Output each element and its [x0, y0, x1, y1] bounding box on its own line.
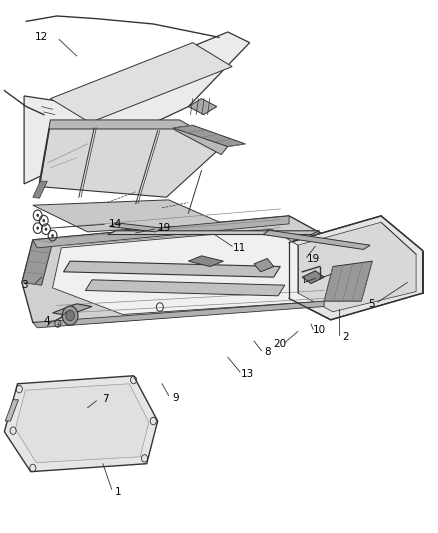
Text: 10: 10 [313, 326, 326, 335]
Polygon shape [53, 229, 333, 314]
Polygon shape [33, 181, 47, 198]
Polygon shape [50, 43, 232, 123]
Circle shape [51, 234, 54, 237]
Polygon shape [302, 271, 324, 284]
Text: 13: 13 [241, 369, 254, 378]
Text: 1: 1 [115, 488, 122, 497]
Text: 12: 12 [35, 33, 48, 42]
Circle shape [45, 228, 47, 231]
Text: 7: 7 [102, 394, 109, 403]
Polygon shape [22, 240, 53, 285]
Circle shape [42, 219, 45, 222]
Circle shape [66, 310, 74, 321]
Polygon shape [289, 216, 423, 320]
Polygon shape [39, 120, 228, 188]
Polygon shape [53, 304, 92, 316]
Text: 19: 19 [307, 254, 320, 264]
Polygon shape [324, 261, 372, 301]
Text: 14: 14 [109, 219, 122, 229]
Text: 3: 3 [21, 280, 28, 290]
Text: 8: 8 [265, 347, 272, 357]
Polygon shape [15, 384, 149, 463]
Polygon shape [263, 230, 370, 249]
Polygon shape [39, 123, 219, 197]
Polygon shape [64, 261, 280, 277]
Polygon shape [22, 216, 372, 322]
Polygon shape [188, 256, 223, 266]
Polygon shape [85, 280, 285, 296]
Text: 5: 5 [368, 299, 375, 309]
Text: 4: 4 [43, 317, 50, 326]
Text: 20: 20 [273, 340, 286, 349]
Text: 9: 9 [172, 393, 179, 402]
Polygon shape [107, 231, 320, 235]
Polygon shape [24, 32, 250, 184]
Polygon shape [5, 400, 18, 421]
Text: 11: 11 [233, 243, 246, 253]
Text: 2: 2 [343, 332, 350, 342]
Polygon shape [188, 99, 217, 115]
Polygon shape [254, 259, 274, 272]
Polygon shape [33, 301, 324, 328]
Circle shape [36, 214, 39, 217]
Circle shape [36, 227, 39, 230]
Polygon shape [4, 376, 158, 472]
Polygon shape [173, 125, 245, 147]
Circle shape [62, 306, 78, 325]
Polygon shape [110, 223, 162, 232]
Polygon shape [298, 222, 416, 312]
Polygon shape [33, 200, 223, 232]
Text: 19: 19 [158, 223, 171, 233]
Polygon shape [33, 216, 289, 248]
